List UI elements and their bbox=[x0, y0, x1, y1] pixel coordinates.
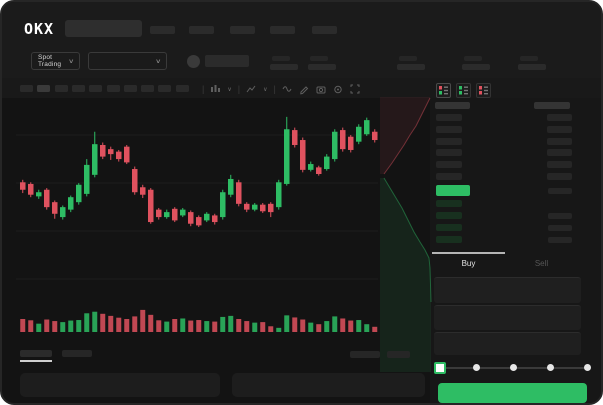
stat-label-3 bbox=[399, 56, 417, 61]
stat-value-5 bbox=[518, 64, 546, 70]
stat-value-2 bbox=[308, 64, 336, 70]
slider-handle[interactable] bbox=[434, 362, 446, 374]
timeframe-button-10[interactable] bbox=[175, 85, 189, 92]
ask-row-price-6[interactable] bbox=[436, 173, 462, 180]
ask-row-amount-5 bbox=[547, 161, 572, 169]
timeframe-button-1[interactable] bbox=[20, 85, 33, 92]
bottom-panel-right bbox=[232, 373, 425, 397]
toolbar-separator: | bbox=[202, 84, 205, 94]
coin-avatar bbox=[187, 55, 200, 68]
nav-item-3[interactable] bbox=[230, 26, 255, 34]
chart-footer-chip-1[interactable] bbox=[350, 351, 380, 358]
chart-style-dropdown-icon[interactable] bbox=[246, 84, 257, 95]
ask-row-price-2[interactable] bbox=[436, 125, 462, 133]
ask-row-amount-3 bbox=[547, 137, 572, 145]
header-band bbox=[2, 2, 601, 78]
buy-submit-button[interactable] bbox=[438, 383, 587, 403]
last-price-amount-placeholder bbox=[548, 188, 572, 194]
chevron-down-icon[interactable]: ∨ bbox=[227, 86, 232, 93]
active-tab-indicator bbox=[432, 252, 505, 254]
draw-icon[interactable] bbox=[299, 84, 310, 95]
fullscreen-icon[interactable] bbox=[350, 84, 361, 95]
stat-label-2 bbox=[310, 56, 328, 61]
slider-stop-5[interactable] bbox=[584, 364, 591, 371]
bid-row-price-1[interactable] bbox=[436, 200, 462, 207]
nav-item-4[interactable] bbox=[270, 26, 295, 34]
okx-logo[interactable]: OKX bbox=[24, 20, 55, 38]
ask-row-price-4[interactable] bbox=[436, 149, 462, 157]
stat-value-4 bbox=[462, 64, 490, 70]
stat-label-4 bbox=[464, 56, 482, 61]
pair-dropdown[interactable]: ∨ bbox=[88, 52, 167, 70]
combined-book-view-icon[interactable] bbox=[436, 83, 451, 98]
wave-icon[interactable] bbox=[282, 84, 293, 95]
tab-sell[interactable]: Sell bbox=[534, 259, 549, 268]
bid-row-amount-2 bbox=[548, 213, 572, 219]
bottom-tab-2[interactable] bbox=[62, 350, 92, 357]
asks-book-view-icon[interactable] bbox=[476, 83, 491, 98]
search-input[interactable] bbox=[65, 20, 142, 37]
ask-row-price-3[interactable] bbox=[436, 137, 462, 145]
depth-chart-region bbox=[380, 97, 432, 374]
orderbook-header-price bbox=[435, 102, 470, 109]
market-type-label: Spot Trading bbox=[38, 54, 62, 68]
camera-icon[interactable] bbox=[316, 84, 327, 95]
order-total-field[interactable] bbox=[434, 332, 581, 355]
timeframe-button-5[interactable] bbox=[89, 85, 103, 92]
ask-row-price-5[interactable] bbox=[436, 161, 462, 169]
timeframe-button-9[interactable] bbox=[158, 85, 172, 92]
ask-row-amount-6 bbox=[547, 173, 572, 180]
indicators-dropdown-icon[interactable] bbox=[210, 84, 221, 95]
slider-stop-2[interactable] bbox=[473, 364, 480, 371]
order-amount-field[interactable] bbox=[434, 305, 581, 330]
timeframe-button-2[interactable] bbox=[37, 85, 51, 92]
ask-row-amount-2 bbox=[547, 125, 572, 133]
bids-book-view-icon[interactable] bbox=[456, 83, 471, 98]
ask-row-amount-4 bbox=[547, 149, 572, 157]
slider-stop-3[interactable] bbox=[510, 364, 517, 371]
toolbar-band bbox=[2, 78, 601, 98]
nav-item-2[interactable] bbox=[189, 26, 214, 34]
market-type-dropdown[interactable]: Spot Trading ∨ bbox=[31, 52, 80, 70]
timeframe-button-3[interactable] bbox=[54, 85, 68, 92]
timeframe-button-6[interactable] bbox=[106, 85, 120, 92]
stat-value-1 bbox=[270, 64, 298, 70]
timeframe-button-8[interactable] bbox=[141, 85, 155, 92]
orderbook-view-switcher bbox=[436, 83, 491, 98]
ask-row-amount-1 bbox=[547, 114, 572, 121]
bid-row-price-3[interactable] bbox=[436, 224, 462, 231]
pair-name-placeholder bbox=[205, 55, 249, 67]
chart-footer-chip-2[interactable] bbox=[387, 351, 410, 358]
toolbar-separator: | bbox=[273, 84, 276, 94]
timeframe-button-4[interactable] bbox=[71, 85, 85, 92]
stat-label-1 bbox=[272, 56, 290, 61]
price-chart-region[interactable] bbox=[16, 102, 380, 342]
bottom-tab-1[interactable] bbox=[20, 350, 52, 357]
stat-value-3 bbox=[397, 64, 425, 70]
orderbook-header-amount bbox=[534, 102, 570, 109]
slider-stop-4[interactable] bbox=[547, 364, 554, 371]
ask-row-price-1[interactable] bbox=[436, 114, 462, 121]
bottom-panel-left bbox=[20, 373, 220, 397]
chart-tools: | ∨ | ∨ | bbox=[202, 82, 361, 96]
toolbar-separator: | bbox=[237, 84, 241, 94]
nav-item-5[interactable] bbox=[312, 26, 337, 34]
nav-item-1[interactable] bbox=[150, 26, 175, 34]
bid-row-price-4[interactable] bbox=[436, 236, 462, 243]
bottom-tab-underline bbox=[20, 360, 52, 362]
bid-row-price-2[interactable] bbox=[436, 212, 462, 219]
tab-buy[interactable]: Buy bbox=[461, 259, 476, 268]
stat-label-5 bbox=[520, 56, 538, 61]
timeframe-button-7[interactable] bbox=[123, 85, 137, 92]
chevron-down-icon[interactable]: ∨ bbox=[263, 86, 268, 93]
chevron-down-icon: ∨ bbox=[67, 58, 74, 65]
chevron-down-icon: ∨ bbox=[154, 58, 161, 65]
bid-row-amount-3 bbox=[548, 225, 572, 231]
settings-icon[interactable] bbox=[333, 84, 344, 95]
last-price-badge[interactable] bbox=[436, 185, 470, 196]
bid-row-amount-4 bbox=[548, 237, 572, 243]
order-price-field[interactable] bbox=[434, 277, 581, 303]
